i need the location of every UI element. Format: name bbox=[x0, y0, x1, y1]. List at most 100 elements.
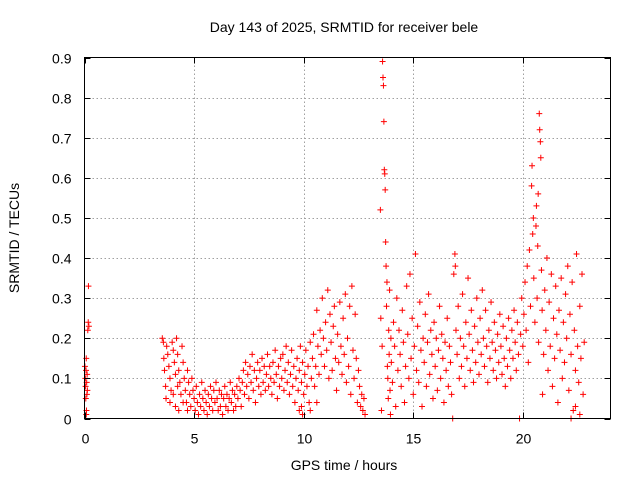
data-point bbox=[358, 391, 365, 398]
data-point bbox=[438, 331, 445, 338]
data-point bbox=[179, 343, 186, 350]
data-point bbox=[387, 411, 394, 418]
data-point bbox=[279, 351, 286, 358]
data-point bbox=[208, 395, 215, 402]
data-point bbox=[445, 383, 452, 390]
data-point bbox=[426, 371, 433, 378]
data-point bbox=[500, 323, 507, 330]
data-point bbox=[389, 379, 396, 386]
data-point bbox=[404, 331, 411, 338]
data-point bbox=[540, 351, 547, 358]
y-tick-label: 0.1 bbox=[52, 371, 72, 387]
data-point bbox=[399, 307, 406, 314]
data-point bbox=[250, 387, 257, 394]
data-point bbox=[379, 343, 386, 350]
y-tick-label: 0.4 bbox=[52, 251, 72, 267]
data-point bbox=[311, 383, 318, 390]
data-point bbox=[264, 351, 271, 358]
data-point bbox=[492, 347, 499, 354]
data-point bbox=[502, 383, 509, 390]
data-point bbox=[563, 335, 570, 342]
data-point bbox=[478, 351, 485, 358]
y-tick-label: 0.8 bbox=[52, 91, 72, 107]
data-point bbox=[455, 303, 462, 310]
data-point bbox=[236, 375, 243, 382]
data-point bbox=[228, 399, 235, 406]
data-point bbox=[504, 363, 511, 370]
data-point bbox=[401, 399, 408, 406]
data-point bbox=[459, 291, 466, 298]
data-point bbox=[549, 383, 556, 390]
data-point bbox=[218, 391, 225, 398]
data-point bbox=[481, 363, 488, 370]
data-point bbox=[414, 323, 421, 330]
data-point bbox=[189, 387, 196, 394]
data-point bbox=[160, 339, 167, 346]
data-point bbox=[323, 347, 330, 354]
data-point bbox=[469, 347, 476, 354]
data-point bbox=[202, 387, 209, 394]
data-point bbox=[310, 331, 317, 338]
data-point bbox=[451, 251, 458, 258]
data-point bbox=[525, 359, 532, 366]
data-point bbox=[531, 319, 538, 326]
data-point bbox=[174, 351, 181, 358]
data-point bbox=[476, 371, 482, 378]
data-point bbox=[240, 367, 247, 374]
data-point bbox=[420, 335, 427, 342]
data-point bbox=[245, 395, 252, 402]
data-point bbox=[316, 371, 323, 378]
data-point bbox=[229, 387, 236, 394]
data-point bbox=[172, 371, 179, 378]
data-point bbox=[305, 363, 312, 370]
data-point bbox=[200, 407, 207, 414]
data-point bbox=[226, 395, 233, 402]
data-point bbox=[457, 335, 464, 342]
data-point bbox=[256, 367, 263, 374]
data-point bbox=[347, 391, 354, 398]
data-point bbox=[560, 319, 567, 326]
data-point bbox=[244, 371, 251, 378]
data-point bbox=[253, 375, 260, 382]
data-point bbox=[182, 387, 189, 394]
data-point bbox=[280, 387, 287, 394]
data-point bbox=[416, 299, 423, 306]
data-point bbox=[403, 283, 410, 290]
data-point bbox=[435, 347, 442, 354]
data-point bbox=[514, 319, 521, 326]
data-point bbox=[227, 379, 234, 386]
data-point bbox=[509, 355, 516, 362]
data-point bbox=[429, 395, 436, 402]
data-point bbox=[324, 287, 331, 294]
data-point bbox=[230, 407, 237, 414]
data-point bbox=[408, 355, 415, 362]
data-point bbox=[353, 355, 360, 362]
data-point bbox=[473, 295, 480, 302]
data-point bbox=[335, 359, 342, 366]
data-point bbox=[458, 363, 465, 370]
data-point bbox=[215, 407, 222, 414]
data-point bbox=[322, 319, 329, 326]
data-point bbox=[576, 303, 583, 310]
data-point bbox=[386, 351, 393, 358]
data-point bbox=[501, 355, 508, 362]
data-point bbox=[465, 275, 472, 282]
data-point bbox=[233, 383, 240, 390]
data-point bbox=[166, 375, 173, 382]
data-point bbox=[251, 367, 258, 374]
data-point bbox=[161, 367, 168, 374]
data-point bbox=[231, 391, 238, 398]
data-point bbox=[287, 371, 294, 378]
data-point bbox=[348, 283, 355, 290]
data-point bbox=[440, 399, 447, 406]
data-point bbox=[359, 407, 366, 414]
data-point bbox=[444, 315, 451, 322]
data-point bbox=[318, 351, 325, 358]
data-point bbox=[312, 363, 319, 370]
data-point bbox=[529, 162, 536, 169]
data-point bbox=[84, 387, 91, 394]
data-point bbox=[351, 375, 358, 382]
data-point bbox=[421, 359, 428, 366]
y-tick-label: 0.3 bbox=[52, 291, 72, 307]
data-point bbox=[195, 411, 202, 418]
